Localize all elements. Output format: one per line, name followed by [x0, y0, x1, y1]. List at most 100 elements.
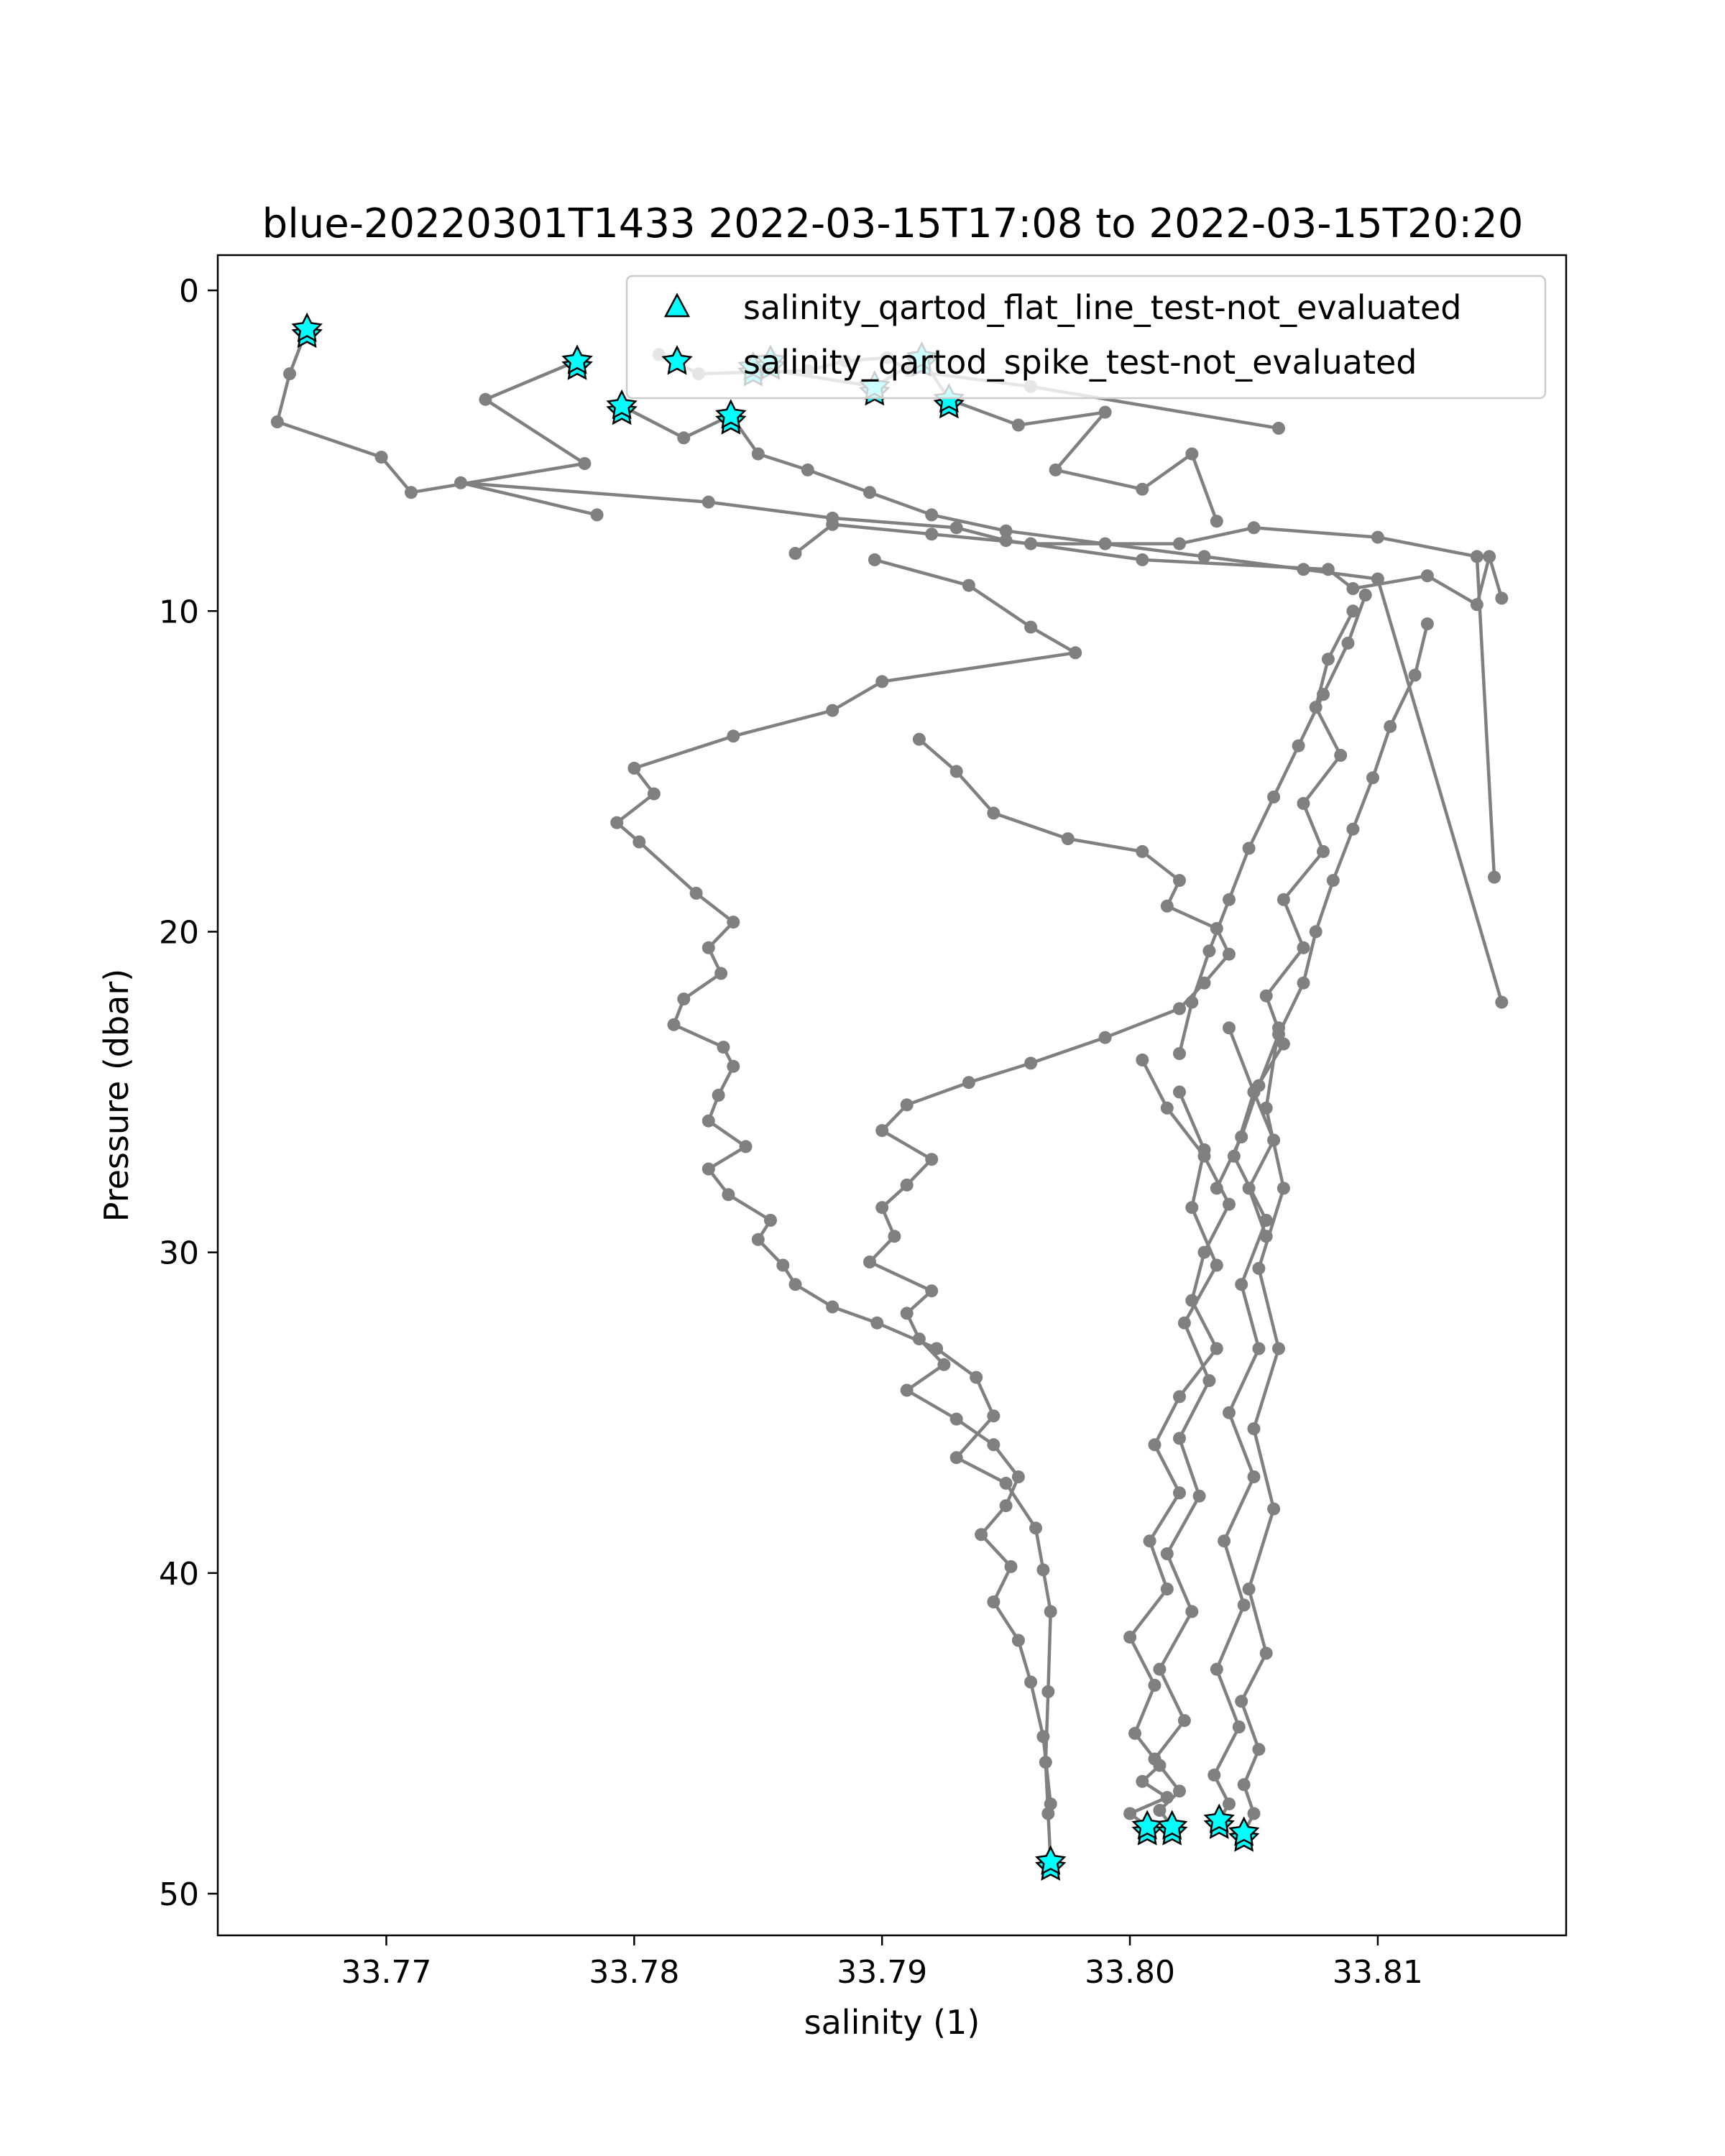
data-point	[1297, 976, 1310, 990]
data-point	[1371, 572, 1384, 586]
data-point	[1148, 1679, 1162, 1692]
y-tick-label: 10	[159, 594, 199, 630]
data-point	[1309, 925, 1322, 939]
data-point	[1160, 1583, 1174, 1596]
data-point	[999, 1476, 1013, 1490]
data-point	[1024, 620, 1038, 634]
data-point	[1148, 1752, 1162, 1766]
data-point	[1039, 1756, 1052, 1769]
data-point	[1297, 797, 1310, 810]
data-point	[1267, 1133, 1281, 1147]
x-tick-label: 33.81	[1333, 1954, 1423, 1991]
data-point	[870, 1316, 884, 1330]
spike-flag-marker	[1228, 1816, 1260, 1846]
data-point	[1098, 1031, 1112, 1044]
data-point	[722, 1188, 735, 1202]
data-point	[925, 508, 939, 522]
data-point	[1242, 1583, 1256, 1596]
data-point	[1173, 1432, 1186, 1445]
data-point	[863, 1256, 876, 1268]
spike-flag-marker	[1203, 1803, 1235, 1833]
data-point	[1036, 1563, 1050, 1577]
data-point	[1136, 844, 1149, 858]
y-tick-label: 50	[159, 1876, 199, 1913]
data-point	[1252, 1261, 1266, 1275]
data-point	[1036, 1730, 1050, 1743]
data-point	[1177, 1316, 1191, 1330]
data-point	[826, 704, 840, 717]
data-point	[1235, 1695, 1248, 1708]
data-point	[1259, 1230, 1273, 1243]
data-point	[1237, 1778, 1251, 1792]
data-point	[1098, 405, 1112, 419]
data-point	[1024, 1675, 1038, 1689]
data-point	[751, 1233, 765, 1246]
data-point	[1235, 1130, 1248, 1143]
data-point	[1346, 582, 1360, 595]
x-axis-label: salinity (1)	[804, 2003, 980, 2042]
data-point	[1185, 1201, 1199, 1215]
data-point	[1210, 1181, 1223, 1195]
data-point	[1153, 1662, 1167, 1676]
data-point	[900, 1098, 914, 1112]
data-point	[1004, 1560, 1018, 1573]
data-point	[875, 1124, 889, 1138]
profile-line-9	[1153, 1091, 1219, 1828]
data-point	[1049, 463, 1062, 476]
data-point	[1292, 739, 1305, 752]
data-point	[987, 1409, 1000, 1423]
data-point	[1173, 1047, 1186, 1060]
data-point	[727, 729, 740, 743]
data-point	[1123, 1631, 1137, 1644]
data-point	[1223, 1197, 1236, 1211]
data-point	[1177, 1714, 1191, 1728]
data-point	[1371, 530, 1384, 544]
data-point	[1173, 1002, 1186, 1015]
profile-line-0	[275, 328, 586, 494]
data-point	[1227, 1149, 1241, 1163]
data-point	[647, 787, 661, 801]
data-point	[1192, 1489, 1206, 1503]
data-point	[1223, 1021, 1236, 1035]
legend-entry-flat-line: salinity_qartod_flat_line_test-not_evalu…	[743, 288, 1461, 327]
data-point	[1041, 1685, 1055, 1698]
data-point	[1326, 874, 1340, 888]
data-point	[1024, 1056, 1038, 1070]
data-point	[1173, 1486, 1186, 1500]
y-tick-label: 30	[159, 1235, 199, 1272]
data-point	[1267, 1502, 1281, 1516]
data-point	[949, 1451, 963, 1465]
data-point	[949, 765, 963, 778]
data-point	[1334, 749, 1348, 762]
data-point	[912, 732, 926, 746]
data-point	[454, 476, 467, 489]
data-point	[1223, 947, 1236, 961]
data-point	[949, 1412, 963, 1426]
data-point	[727, 1059, 740, 1073]
data-point	[1346, 604, 1360, 618]
data-point	[1259, 1646, 1273, 1660]
data-point	[1420, 617, 1434, 631]
data-point	[1210, 922, 1223, 935]
data-point	[1232, 1720, 1246, 1733]
data-point	[677, 992, 691, 1006]
data-point	[788, 547, 802, 560]
data-point	[1210, 1342, 1223, 1355]
data-point	[1160, 1101, 1174, 1115]
data-point	[1317, 844, 1330, 858]
data-point	[689, 886, 703, 900]
data-point	[1136, 1053, 1149, 1067]
data-point	[1173, 1784, 1186, 1798]
data-point	[1173, 874, 1186, 888]
data-point	[1185, 1294, 1199, 1307]
data-point	[479, 392, 492, 406]
chart-title: blue-20220301T1433 2022-03-15T17:08 to 2…	[262, 201, 1524, 247]
data-point	[970, 1370, 983, 1384]
x-tick-label: 33.77	[341, 1954, 432, 1991]
data-point	[1011, 1634, 1025, 1647]
data-point	[1276, 1181, 1290, 1195]
data-point	[801, 463, 814, 476]
data-point	[1408, 668, 1422, 682]
data-point	[776, 1258, 790, 1272]
data-point	[1276, 893, 1290, 906]
